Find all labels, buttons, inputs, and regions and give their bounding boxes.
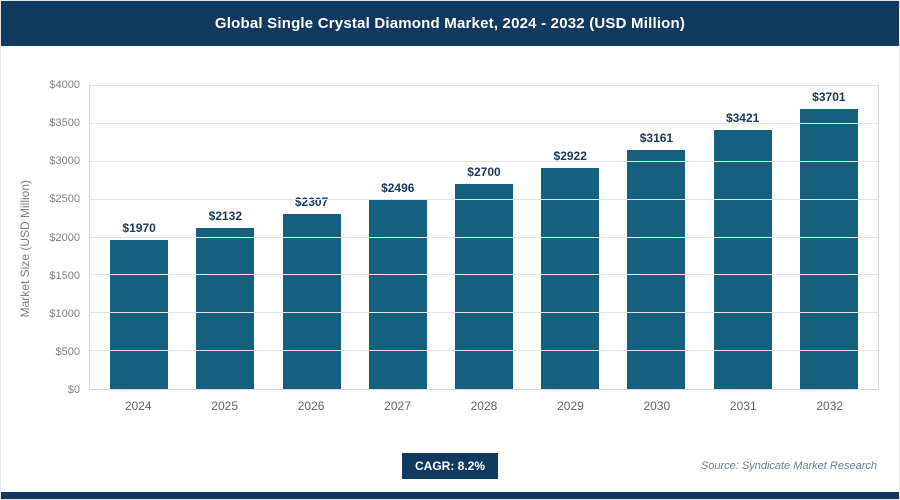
bar-group: $3421: [700, 86, 786, 389]
y-tick-label: $3000: [49, 155, 80, 168]
bar: [627, 149, 686, 389]
gridline: [90, 122, 878, 124]
bar: [196, 227, 255, 389]
x-tick-label: 2030: [643, 399, 671, 413]
bar-group: $1970: [96, 86, 182, 389]
gridline: [90, 350, 878, 352]
gridline: [90, 274, 878, 276]
gridline: [90, 160, 878, 162]
bar: [541, 167, 600, 389]
bar-value-label: $2307: [294, 195, 329, 210]
bar: [282, 214, 341, 389]
y-tick-label: $500: [55, 345, 80, 358]
chart-region: Market Size (USD Million) $0 $500 $1000 $15…: [13, 71, 879, 426]
bar-group: $2496: [355, 86, 441, 389]
bar-value-label: $2922: [553, 148, 587, 163]
bar: [799, 108, 858, 389]
bar-group: $2132: [182, 86, 268, 389]
y-tick-label: $0: [67, 384, 80, 396]
y-tick-label: $1000: [49, 307, 80, 320]
y-axis-label-wrap: Market Size (USD Million): [13, 71, 37, 426]
y-tick-label: $2000: [49, 231, 80, 244]
chart-title: Global Single Crystal Diamond Market, 20…: [214, 15, 686, 32]
y-tick-label: $1500: [49, 269, 80, 282]
bar-value-label: $3701: [812, 89, 846, 104]
bar: [713, 129, 772, 389]
gridline: [90, 198, 878, 200]
source-text: Source: Syndicate Market Research: [700, 460, 877, 472]
footer-stripe: [1, 492, 899, 499]
chart-title-bar: Global Single Crystal Diamond Market, 20…: [1, 1, 899, 46]
x-tick-label: 2028: [470, 399, 498, 413]
x-tick-label: 2032: [816, 399, 844, 413]
y-axis-ticks: $0 $500 $1000 $1500 $2000 $2500 $3000 $3500 $400…: [37, 79, 89, 396]
bar: [454, 184, 513, 389]
x-tick-label: 2024: [124, 399, 152, 413]
bar-value-label: $2700: [467, 165, 501, 180]
y-tick-label: $4000: [49, 79, 80, 91]
bar: [110, 239, 169, 389]
bar-group: $2700: [441, 86, 527, 389]
bar-value-label: $2132: [208, 208, 243, 223]
bar-value-label: $1970: [122, 220, 156, 235]
y-tick-label: $3500: [49, 117, 80, 130]
cagr-badge: CAGR: 8.2%: [401, 453, 499, 479]
x-axis-row: 2024 2025 2026 2027 2028 2029 2030 2031 2032: [89, 399, 879, 413]
x-tick-label: 2031: [729, 399, 757, 413]
bars-row: $1970 $2132 $2307 $2496 $2700 $2922 $3161 $3421…: [90, 86, 878, 389]
bar-group: $2922: [527, 86, 613, 389]
bar-group: $2307: [268, 86, 354, 389]
bar-value-label: $3161: [639, 130, 674, 145]
gridline: [90, 85, 878, 86]
x-tick-label: 2027: [384, 399, 411, 413]
bar-group: $3161: [613, 86, 699, 389]
gridline: [90, 312, 878, 314]
bar: [368, 199, 427, 389]
plot-column: $1970 $2132 $2307 $2496 $2700 $2922 $3161 $3421…: [89, 85, 879, 426]
bar-value-label: $2496: [381, 180, 415, 195]
bar-value-label: $3421: [725, 110, 760, 125]
gridline: [90, 236, 878, 238]
x-tick-label: 2025: [211, 399, 238, 413]
y-axis-label: Market Size (USD Million): [18, 179, 32, 318]
y-tick-label: $2500: [49, 193, 80, 206]
bar-group: $3701: [786, 86, 872, 389]
plot-area: $1970 $2132 $2307 $2496 $2700 $2922 $3161 $3421…: [89, 85, 879, 390]
x-tick-label: 2029: [557, 399, 584, 413]
x-tick-label: 2026: [297, 399, 325, 413]
